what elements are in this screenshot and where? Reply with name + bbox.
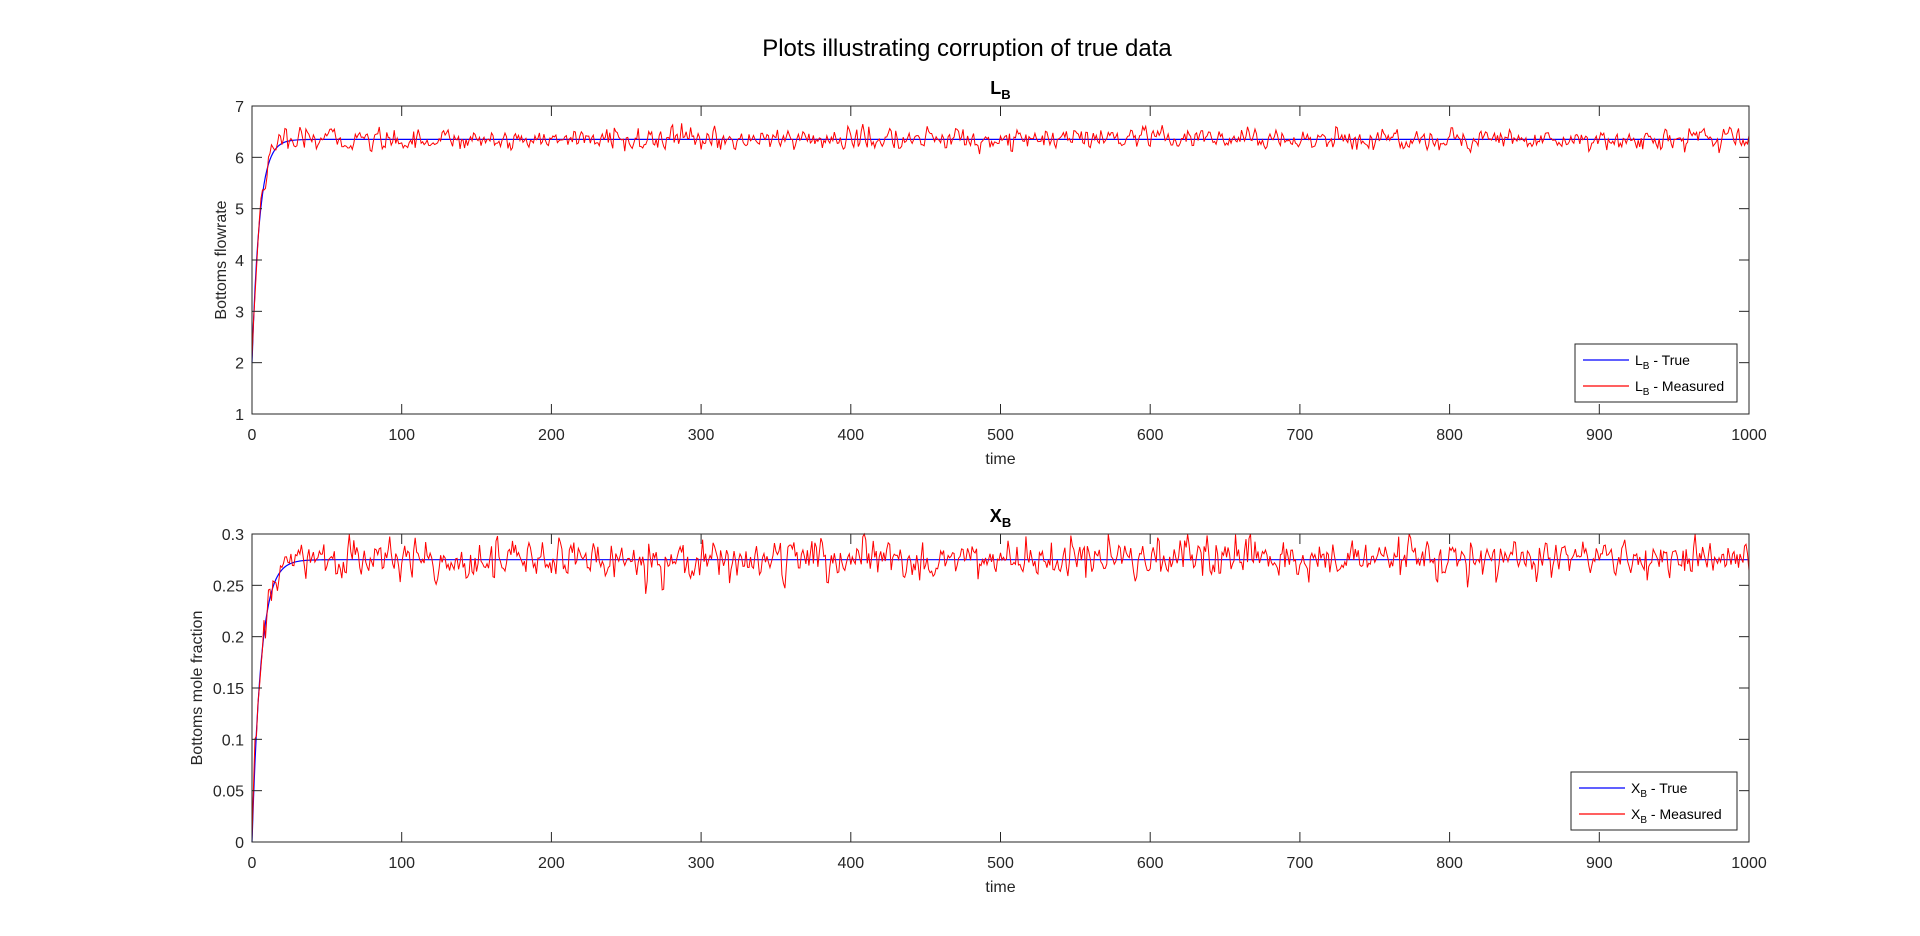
y-tick-label: 7 [235, 99, 244, 116]
bottom-subplot: 0 100 200 300 400 500 600 700 800 900 1000 0 0.05 0.1… [189, 506, 1767, 896]
x-tick-label: 1000 [1731, 855, 1767, 872]
x-tick-label: 900 [1586, 427, 1613, 444]
y-axis-label: Bottoms mole fraction [189, 611, 206, 766]
plot-area [252, 534, 1749, 842]
x-tick-label: 200 [538, 427, 565, 444]
y-tick-label: 0.05 [213, 784, 244, 801]
y-tick-label: 0.3 [222, 527, 244, 544]
top-subplot: 0 100 200 300 400 500 600 700 800 900 1000 1 2 3 4 5 6 7 t… [213, 78, 1767, 468]
legend-box [1574, 343, 1738, 403]
y-tick-label: 5 [235, 202, 244, 219]
x-tick-label: 300 [688, 855, 715, 872]
x-tick-label: 100 [388, 855, 415, 872]
figure-suptitle: Plots illustrating corruption of true da… [762, 35, 1172, 62]
x-axis-label: time [985, 879, 1015, 896]
y-axis-label: Bottoms flowrate [213, 200, 230, 319]
y-tick-label: 6 [235, 150, 244, 167]
x-tick-label: 1000 [1731, 427, 1767, 444]
x-tick-label: 500 [987, 427, 1014, 444]
x-tick-label: 400 [837, 427, 864, 444]
x-tick-label: 100 [388, 427, 415, 444]
y-tick-label: 0.15 [213, 681, 244, 698]
y-tick-label: 2 [235, 356, 244, 373]
plot-area [252, 106, 1749, 414]
x-tick-label: 900 [1586, 855, 1613, 872]
legend-box [1570, 771, 1738, 831]
series-line-measured [251, 123, 1750, 359]
x-tick-label: 0 [248, 855, 257, 872]
y-tick-label: 4 [235, 253, 244, 270]
subplot-title: LB [990, 78, 1010, 102]
x-tick-label: 700 [1287, 427, 1314, 444]
x-tick-label: 500 [987, 855, 1014, 872]
legend: LB - True LB - Measured [1574, 343, 1738, 403]
x-tick-label: 400 [837, 855, 864, 872]
y-tick-label: 3 [235, 304, 244, 321]
legend-entry: XB - True [1631, 780, 1688, 800]
x-tick-label: 600 [1137, 427, 1164, 444]
series-line-measured [251, 532, 1750, 840]
y-tick-label: 0 [235, 835, 244, 852]
subplot-title: XB [990, 506, 1011, 530]
x-tick-label: 600 [1137, 855, 1164, 872]
legend-entry: XB - Measured [1631, 806, 1722, 826]
x-axis-label: time [985, 451, 1015, 468]
legend-entry: LB - Measured [1635, 378, 1724, 398]
y-tick-label: 0.2 [222, 630, 244, 647]
x-tick-label: 200 [538, 855, 565, 872]
x-tick-label: 700 [1287, 855, 1314, 872]
x-tick-label: 0 [248, 427, 257, 444]
y-tick-label: 0.25 [213, 578, 244, 595]
y-tick-label: 1 [235, 407, 244, 424]
x-tick-label: 300 [688, 427, 715, 444]
y-tick-label: 0.1 [222, 732, 244, 749]
x-tick-label: 800 [1436, 855, 1463, 872]
legend-entry: LB - True [1635, 352, 1690, 372]
legend: XB - True XB - Measured [1570, 771, 1738, 831]
x-tick-label: 800 [1436, 427, 1463, 444]
